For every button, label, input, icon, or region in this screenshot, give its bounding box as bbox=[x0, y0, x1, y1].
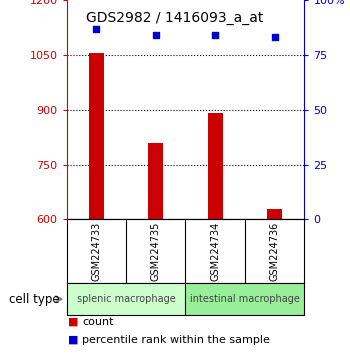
Text: cell type: cell type bbox=[9, 293, 60, 306]
Point bbox=[93, 26, 99, 32]
Text: percentile rank within the sample: percentile rank within the sample bbox=[82, 335, 270, 344]
Text: ■: ■ bbox=[68, 317, 79, 327]
Bar bbox=[66, 283, 186, 315]
Text: GSM224735: GSM224735 bbox=[151, 222, 161, 281]
Bar bbox=[267, 209, 282, 219]
Bar bbox=[208, 113, 223, 219]
Text: splenic macrophage: splenic macrophage bbox=[77, 294, 175, 304]
Bar bbox=[148, 143, 163, 219]
Bar bbox=[89, 53, 104, 219]
Point bbox=[272, 34, 278, 40]
Bar bbox=[186, 283, 304, 315]
Point bbox=[153, 32, 159, 38]
Text: ■: ■ bbox=[68, 335, 79, 344]
Point bbox=[212, 32, 218, 38]
Text: GSM224734: GSM224734 bbox=[210, 222, 220, 281]
Text: GSM224733: GSM224733 bbox=[91, 222, 101, 281]
Text: count: count bbox=[82, 317, 114, 327]
Text: intestinal macrophage: intestinal macrophage bbox=[190, 294, 300, 304]
Text: GSM224736: GSM224736 bbox=[270, 222, 280, 281]
Text: GDS2982 / 1416093_a_at: GDS2982 / 1416093_a_at bbox=[86, 11, 264, 25]
